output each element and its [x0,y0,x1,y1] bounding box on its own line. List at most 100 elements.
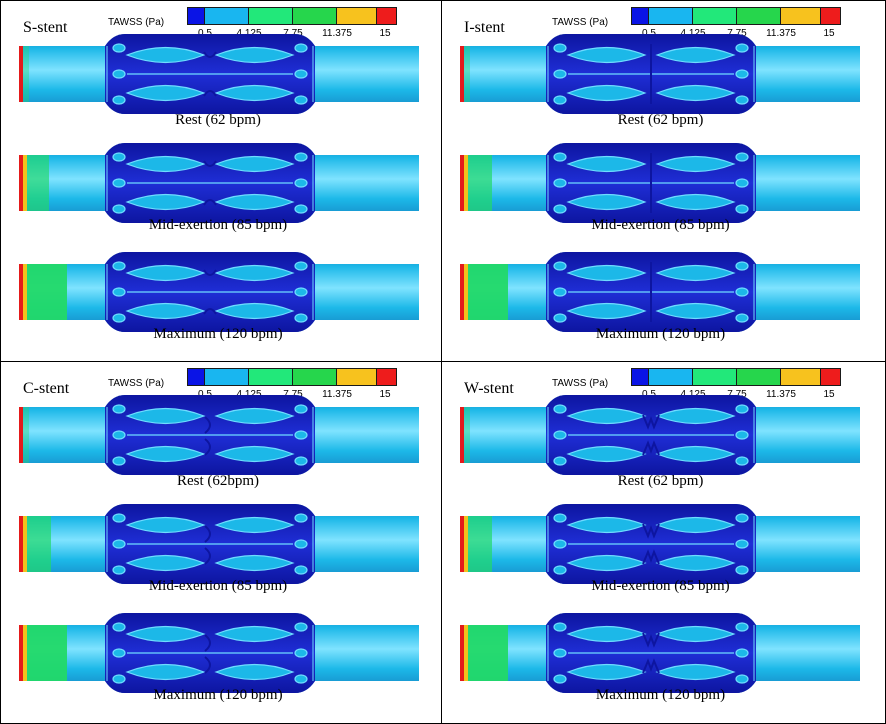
flow-state-caption: Mid-exertion (85 bpm) [591,578,730,594]
stent-connectors [204,525,211,565]
stent-cells [553,513,749,575]
stented-vessel-model [5,34,421,114]
stented-vessel-model [5,504,421,584]
stented-vessel-model [5,613,421,693]
flow-state-caption: Maximum (120 bpm) [153,687,283,703]
legend-swatch [649,7,693,25]
inlet-red-edge [19,625,23,681]
stent-connectors [203,160,217,206]
stent-cells [553,261,749,323]
legend-tick-label: 7.75 [727,28,747,39]
inlet-high-wss-region [19,46,29,102]
inlet-high-wss-region [19,407,29,463]
legend-tick-label: 15 [823,389,835,400]
legend-swatch [293,7,337,25]
stented-vessel-model [446,143,862,223]
legend-swatch [187,7,205,25]
legend-tick-label: 4.125 [680,389,706,400]
tawss-color-legend: TAWSS (Pa) 0.5 4.125 7.75 11.375 15 [108,5,439,45]
flow-state-caption: Maximum (120 bpm) [153,326,283,342]
legend-tick-label: 15 [823,28,835,39]
stent-connectors [204,416,211,456]
stent-cells [112,152,308,214]
flow-state-caption: Rest (62bpm) [176,473,260,489]
legend-swatch [377,368,397,386]
legend-tick-label: 0.5 [642,389,656,400]
inlet-red-edge [460,264,464,320]
stent-connectors [204,634,211,674]
legend-swatch [631,7,649,25]
tawss-color-legend: TAWSS (Pa) 0.5 4.125 7.75 11.375 15 [108,366,439,406]
legend-swatch [337,368,377,386]
legend-swatch [377,7,397,25]
stent-cells [553,404,749,466]
stent-cells [553,152,749,214]
panel-i-stent: I-stent TAWSS (Pa) 0.5 4.125 7.75 11.375 15 Res… [441,0,886,362]
panel-w-stent: W-stent TAWSS (Pa) 0.5 4.125 7.75 11.375 15 Res… [441,361,886,724]
legend-title: TAWSS (Pa) [552,17,609,28]
stent-cells [112,43,308,105]
flow-state-caption: Mid-exertion (85 bpm) [148,217,288,233]
inlet-high-wss-region [460,46,470,102]
stent-cells [553,622,749,684]
tawss-color-legend: TAWSS (Pa) 0.5 4.125 7.75 11.375 15 [552,5,883,45]
legend-tick-label: 11.375 [322,28,352,39]
inlet-red-edge [19,516,23,572]
stent-cells [553,43,749,105]
legend-swatch [249,368,293,386]
legend-swatch [737,368,781,386]
legend-swatch [649,368,693,386]
legend-swatch [205,7,249,25]
tawss-color-legend: TAWSS (Pa) 0.5 4.125 7.75 11.375 15 [552,366,883,406]
stent-connectors [203,51,217,97]
legend-tick-label: 11.375 [322,389,352,400]
stented-vessel-model [446,395,862,475]
flow-state-caption: Rest (62 bpm) [617,112,704,128]
stent-cells [112,261,308,323]
legend-color-bar [631,7,841,25]
flow-state-caption: Mid-exertion (85 bpm) [591,217,730,233]
legend-swatch [781,368,821,386]
flow-state-caption: Maximum (120 bpm) [595,687,726,703]
legend-tick-label: 0.5 [642,28,656,39]
legend-tick-label: 7.75 [283,28,303,39]
stent-connectors [642,414,660,456]
flow-state-caption: Mid-exertion (85 bpm) [148,578,288,594]
legend-tick-label: 4.125 [236,28,262,39]
legend-title: TAWSS (Pa) [108,378,165,389]
legend-swatch [187,368,205,386]
panel-title: C-stent [23,380,70,397]
inlet-high-wss-region [460,407,470,463]
legend-swatch [337,7,377,25]
inlet-red-edge [19,46,23,102]
panel-c-stent: C-stent TAWSS (Pa) 0.5 4.125 7.75 11.375 15 Res… [0,361,442,724]
legend-tick-label: 4.125 [236,389,262,400]
legend-tick-label: 7.75 [727,389,747,400]
legend-swatch [821,368,841,386]
panel-title: I-stent [464,19,505,36]
stent-cells [112,622,308,684]
legend-swatch [693,368,737,386]
stent-cells [112,404,308,466]
legend-color-bar [631,368,841,386]
legend-swatch [737,7,781,25]
legend-swatch [293,368,337,386]
inlet-red-edge [460,155,464,211]
stented-vessel-model [5,395,421,475]
legend-swatch [249,7,293,25]
inlet-red-edge [19,407,23,463]
legend-swatch [781,7,821,25]
legend-color-bar [187,368,397,386]
legend-color-bar [187,7,397,25]
legend-tick-label: 4.125 [680,28,706,39]
stented-vessel-model [5,143,421,223]
inlet-red-edge [460,516,464,572]
legend-tick-label: 15 [379,389,391,400]
legend-title: TAWSS (Pa) [108,17,165,28]
stented-vessel-model [446,34,862,114]
legend-tick-label: 11.375 [766,389,796,400]
inlet-red-edge [460,407,464,463]
inlet-red-edge [460,46,464,102]
flow-state-caption: Maximum (120 bpm) [595,326,726,342]
